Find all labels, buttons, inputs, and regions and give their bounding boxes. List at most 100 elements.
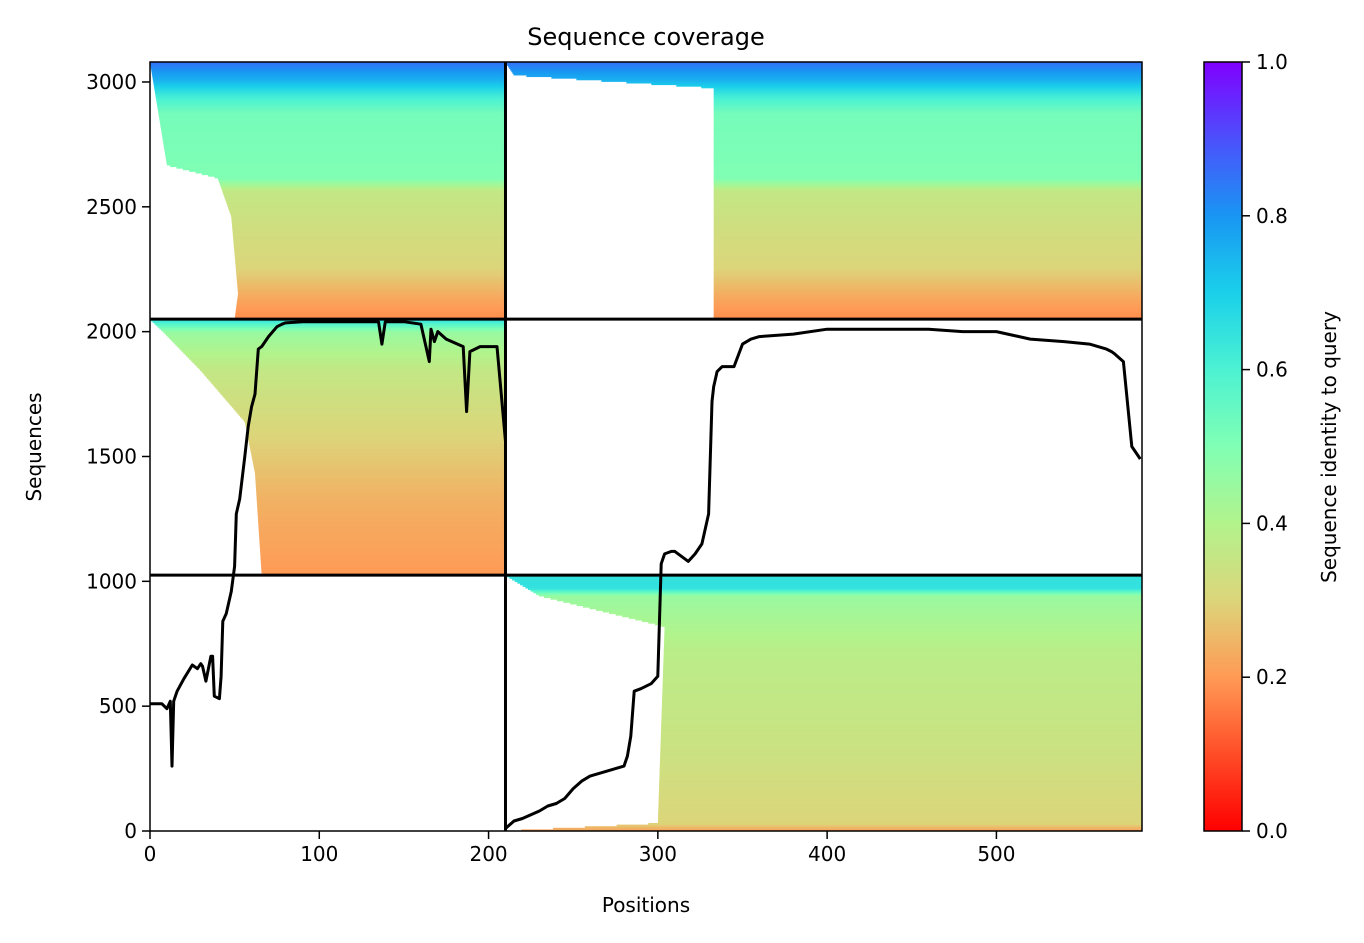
msa-row: [663, 666, 1142, 669]
msa-row: [260, 551, 506, 554]
msa-row: [231, 222, 506, 225]
msa-row: [231, 219, 506, 222]
msa-row: [713, 197, 1142, 200]
msa-row: [662, 701, 1142, 704]
x-tick-label: 0: [144, 842, 157, 866]
msa-row: [713, 238, 1142, 242]
msa-row: [713, 309, 1142, 312]
msa-row: [660, 749, 1142, 752]
y-axis-label: Sequences: [22, 392, 46, 501]
msa-row: [192, 360, 506, 363]
msa-row: [256, 495, 506, 498]
colorbar-tick-label: 0.2: [1256, 665, 1288, 689]
msa-row: [713, 176, 1142, 179]
msa-row: [195, 171, 506, 174]
msa-row: [506, 62, 1142, 65]
msa-row: [713, 301, 1142, 304]
msa-row: [661, 723, 1142, 727]
msa-row: [663, 655, 1142, 658]
x-axis-label: Positions: [602, 893, 690, 917]
msa-row: [713, 192, 1142, 195]
msa-row: [236, 270, 506, 274]
msa-row: [259, 544, 506, 547]
msa-row: [713, 174, 1142, 177]
msa-row: [256, 498, 506, 501]
msa-row: [162, 134, 506, 137]
msa-blocks: [150, 62, 1142, 831]
msa-row: [713, 92, 1142, 95]
msa-row: [154, 86, 506, 89]
msa-row: [660, 738, 1142, 741]
msa-row: [570, 602, 1142, 605]
msa-row: [241, 416, 506, 419]
msa-row: [660, 757, 1142, 760]
msa-row: [252, 459, 506, 463]
msa-row: [713, 132, 1142, 135]
msa-row: [713, 259, 1142, 262]
msa-row: [660, 739, 1142, 743]
msa-row: [512, 71, 1142, 74]
msa-row: [713, 190, 1142, 193]
msa-row: [713, 139, 1142, 142]
msa-row: [713, 161, 1142, 164]
msa-row: [259, 541, 506, 544]
msa-row: [260, 549, 506, 552]
msa-row: [663, 651, 1142, 655]
msa-row: [163, 145, 506, 148]
msa-row: [159, 118, 506, 121]
msa-row: [155, 95, 506, 98]
msa-row: [661, 714, 1142, 717]
msa-row: [661, 727, 1142, 730]
msa-row: [713, 182, 1142, 185]
msa-row: [658, 811, 1142, 815]
msa-row: [162, 137, 506, 140]
msa-row: [245, 423, 506, 426]
msa-row: [222, 190, 506, 193]
msa-row: [158, 111, 506, 115]
msa-row: [249, 443, 506, 447]
msa-row: [713, 256, 1142, 259]
msa-row: [713, 115, 1142, 118]
msa-row: [659, 783, 1142, 786]
msa-row: [253, 464, 506, 467]
msa-row: [225, 198, 506, 201]
msa-row: [260, 552, 506, 555]
msa-row: [713, 168, 1142, 171]
msa-row: [236, 280, 506, 283]
msa-row: [251, 456, 506, 459]
msa-row: [230, 214, 506, 217]
msa-row: [256, 496, 506, 499]
msa-row: [248, 440, 506, 443]
msa-row: [563, 600, 1142, 603]
msa-row: [713, 287, 1142, 290]
msa-row: [660, 759, 1142, 762]
msa-row: [261, 563, 506, 567]
msa-row: [661, 730, 1142, 733]
msa-row: [660, 733, 1142, 736]
msa-row: [258, 523, 506, 527]
msa-row: [236, 277, 506, 280]
msa-row: [651, 82, 1142, 86]
msa-row: [165, 333, 506, 336]
msa-row: [254, 471, 506, 474]
msa-block-upper-left: [150, 62, 506, 320]
msa-row: [221, 187, 506, 190]
msa-row: [214, 176, 506, 179]
msa-row: [664, 639, 1142, 642]
msa-row: [662, 693, 1142, 696]
msa-row: [155, 97, 506, 100]
msa-row: [258, 531, 506, 535]
msa-row: [184, 352, 506, 355]
msa-row: [257, 515, 506, 519]
msa-row: [713, 217, 1142, 221]
msa-row: [713, 248, 1142, 251]
coverage-line-group: [150, 320, 1142, 830]
msa-row: [510, 68, 1142, 71]
msa-row: [664, 635, 1142, 639]
msa-row: [509, 66, 1142, 70]
msa-row: [234, 250, 506, 253]
msa-row: [659, 765, 1142, 768]
msa-row: [235, 311, 506, 314]
msa-row: [228, 402, 506, 405]
